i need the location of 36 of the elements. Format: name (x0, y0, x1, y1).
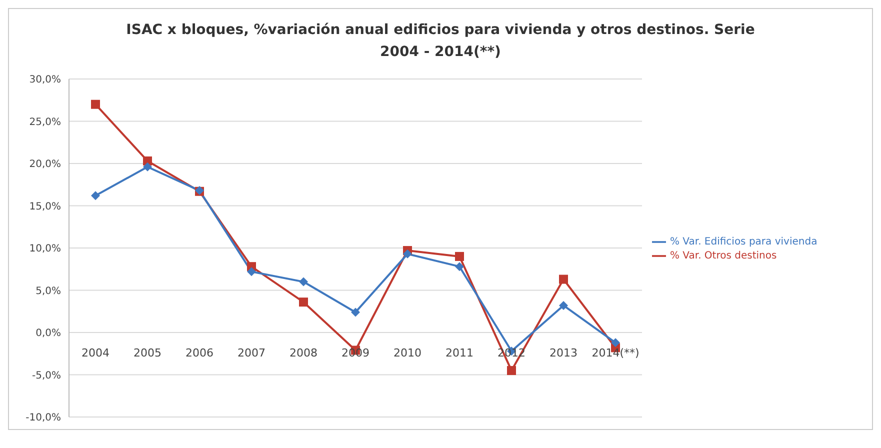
x-tick-label: 2004 (82, 346, 110, 360)
x-tick-label: 2011 (446, 346, 474, 360)
x-tick-label: 2006 (186, 346, 214, 360)
y-tick-label: 0,0% (36, 328, 61, 340)
y-tick-label: 25,0% (29, 116, 61, 128)
legend-label: % Var. Edificios para vivienda (670, 236, 818, 248)
point (299, 277, 308, 286)
x-tick-label: 2009 (342, 346, 370, 360)
y-tick-label: -5,0% (32, 370, 61, 382)
point (455, 262, 464, 272)
point (403, 249, 412, 258)
y-tick-label: 10,0% (29, 244, 61, 255)
x-tick-label: 2007 (238, 346, 266, 360)
point (91, 100, 100, 109)
y-tick-label: -10,0% (26, 412, 61, 424)
y-tick-label: 15,0% (29, 201, 61, 212)
x-tick-label: 2010 (394, 346, 422, 360)
point (455, 252, 464, 261)
x-tick-label: 2005 (134, 346, 162, 360)
point (351, 308, 360, 317)
point (299, 298, 308, 307)
y-tick-label: 30,0% (29, 74, 61, 86)
point (507, 366, 516, 376)
point (91, 191, 100, 200)
y-tick-label: 5,0% (36, 286, 61, 297)
x-tick-label: 2008 (290, 346, 318, 360)
point (143, 162, 152, 172)
point (559, 300, 568, 310)
point (559, 274, 568, 284)
x-tick-label: 2013 (550, 346, 578, 360)
chart-title: ISAC x bloques, %variación anual edificios para vivienda y otros destinos. Serie 2004 - 2014(**) (125, 21, 756, 62)
x-tick-label: 2014(**) (592, 346, 640, 360)
point (247, 267, 256, 276)
legend-label: % Var. Otros destinos (670, 250, 777, 262)
point (611, 338, 620, 348)
y-tick-label: 20,0% (29, 159, 61, 170)
